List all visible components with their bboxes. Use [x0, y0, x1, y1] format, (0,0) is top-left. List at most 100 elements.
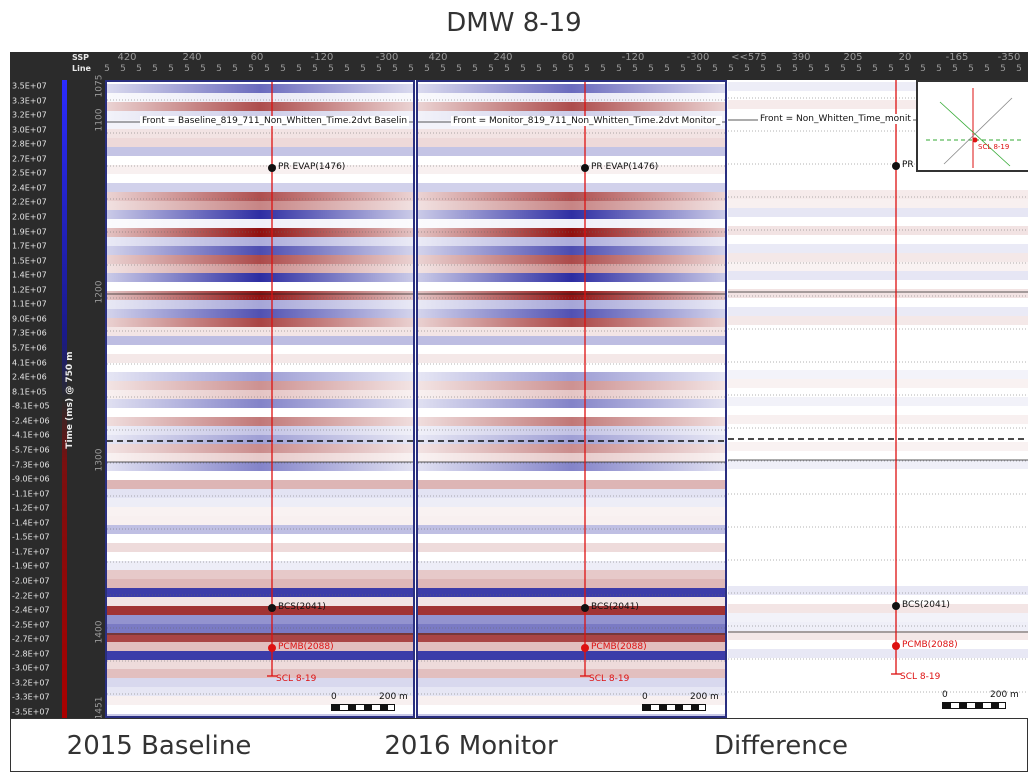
scale-bar-graphic — [331, 704, 395, 711]
seismic-band — [418, 273, 725, 282]
seismic-band — [418, 93, 725, 102]
bcs-label: BCS(2041) — [591, 602, 639, 612]
seismic-band — [728, 649, 1028, 658]
seismic-band — [418, 489, 725, 498]
ssp-axis: 420 240 60 -120 -300 420 240 60 -120 -300 <<575 390… — [104, 52, 1028, 80]
line-number-tick: 5 — [792, 64, 798, 74]
amplitude-scale-label: -2.0E+07 — [12, 576, 50, 586]
amplitude-scale-label: -2.4E+06 — [12, 416, 50, 426]
line-number-tick: 5 — [632, 64, 638, 74]
seismic-band — [107, 201, 413, 210]
seismic-band — [728, 622, 1028, 631]
seismic-band — [728, 253, 1028, 262]
seismic-band — [107, 399, 413, 408]
bcs-label: BCS(2041) — [902, 600, 950, 610]
ssp-tick-monitor: 240 — [493, 52, 513, 63]
seismic-band — [107, 498, 413, 507]
line-number-tick: 5 — [984, 64, 990, 74]
line-number-tick: 5 — [616, 64, 622, 74]
line-number-tick: 5 — [520, 64, 526, 74]
seismic-band — [728, 208, 1028, 217]
seismic-band — [107, 606, 413, 615]
seismic-band — [728, 586, 1028, 595]
seismic-band — [418, 453, 725, 462]
pr-evap-marker[interactable] — [268, 164, 276, 172]
ssp-tick-difference: <<575 — [731, 52, 767, 63]
front-label: Front = Non_Whitten_Time_monit — [758, 114, 913, 124]
seismic-band — [418, 138, 725, 147]
line-number-tick: 5 — [168, 64, 174, 74]
amplitude-scale-label: -1.7E+07 — [12, 547, 50, 557]
seismic-viewer[interactable]: SSP Line 420 240 60 -120 -300 420 240 60 -120 -30… — [10, 52, 1028, 718]
line-number-tick: 5 — [504, 64, 510, 74]
amplitude-scale-label: -1.9E+07 — [12, 561, 50, 571]
time-tick: 1300 — [94, 448, 105, 472]
pcmb-marker[interactable] — [892, 642, 900, 650]
seismic-band — [107, 381, 413, 390]
amplitude-scale: Time (ms) @ 750 m 3.5E+07 3.3E+07 3.2E+07 3… — [10, 75, 105, 718]
seismic-band — [107, 696, 413, 705]
line-number-tick: 5 — [152, 64, 158, 74]
seismic-band — [107, 516, 413, 525]
seismic-band — [728, 370, 1028, 379]
line-number-tick: 5 — [648, 64, 654, 74]
seismic-band — [418, 183, 725, 192]
line-number-tick: 5 — [184, 64, 190, 74]
ssp-tick-difference: 205 — [843, 52, 863, 63]
amplitude-scale-label: 2.2E+07 — [12, 197, 47, 207]
amplitude-scale-label: -2.4E+07 — [12, 605, 50, 615]
seismic-band — [107, 291, 413, 300]
caption-monitor: 2016 Monitor — [384, 731, 558, 761]
line-number-tick: 5 — [456, 64, 462, 74]
time-tick: 1451 — [94, 696, 105, 718]
scale-bar-zero: 0 — [331, 692, 337, 702]
line-number-tick: 5 — [376, 64, 382, 74]
ssp-axis-label: SSP — [72, 53, 90, 62]
panel-baseline[interactable]: Front = Baseline_819_711_Non_Whitten_Tim… — [105, 80, 415, 718]
pcmb-marker[interactable] — [581, 644, 589, 652]
amplitude-scale-label: 3.3E+07 — [12, 96, 47, 106]
bcs-marker[interactable] — [581, 604, 589, 612]
scale-bar: 0 200 m — [642, 692, 719, 714]
seismic-band — [728, 244, 1028, 253]
seismic-band — [107, 453, 413, 462]
line-number-tick: 5 — [808, 64, 814, 74]
seismic-band — [107, 228, 413, 237]
amplitude-scale-label: 1.1E+07 — [12, 299, 47, 309]
scale-bar-length: 200 m — [990, 690, 1019, 700]
seismic-band — [107, 660, 413, 669]
amplitude-scale-label: -2.2E+07 — [12, 591, 50, 601]
minimap-map — [926, 88, 1022, 168]
line-number-tick: 5 — [360, 64, 366, 74]
front-label: Front = Baseline_819_711_Non_Whitten_Tim… — [140, 116, 410, 126]
line-number-tick: 5 — [744, 64, 750, 74]
minimap[interactable]: SCL 8-19 — [916, 80, 1028, 172]
line-number-tick: 5 — [824, 64, 830, 74]
seismic-band — [418, 525, 725, 534]
caption-difference: Difference — [713, 731, 849, 761]
line-number-tick: 5 — [424, 64, 430, 74]
pr-evap-marker[interactable] — [892, 162, 900, 170]
scale-bar-length: 200 m — [379, 692, 408, 702]
seismic-band — [107, 624, 413, 633]
pr-evap-marker[interactable] — [581, 164, 589, 172]
seismic-band — [728, 271, 1028, 280]
amplitude-scale-label: -9.0E+06 — [12, 474, 50, 484]
seismic-band — [418, 669, 725, 678]
seismic-band — [418, 624, 725, 633]
panel-monitor[interactable]: Front = Monitor_819_711_Non_Whitten_Time… — [416, 80, 727, 718]
line-number-tick: 5 — [584, 64, 590, 74]
line-number-tick: 5 — [776, 64, 782, 74]
pcmb-label: PCMB(2088) — [278, 642, 334, 652]
minimap-well-label: SCL 8-19 — [978, 143, 1010, 151]
pcmb-marker[interactable] — [268, 644, 276, 652]
bcs-marker[interactable] — [268, 604, 276, 612]
seismic-band — [107, 507, 413, 516]
line-number-tick: 5 — [968, 64, 974, 74]
amplitude-scale-label: 1.9E+07 — [12, 227, 47, 237]
seismic-band — [418, 318, 725, 327]
panel-difference[interactable]: Front = Non_Whitten_Time_monit PR BCS(2041… — [728, 80, 1028, 718]
seismic-section — [107, 82, 413, 716]
seismic-band — [418, 516, 725, 525]
bcs-marker[interactable] — [892, 602, 900, 610]
